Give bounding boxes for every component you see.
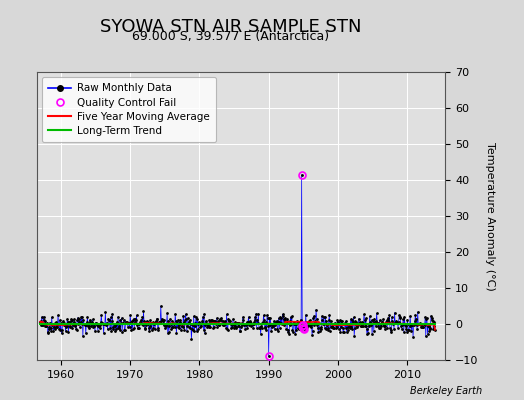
Text: SYOWA STN AIR SAMPLE STN: SYOWA STN AIR SAMPLE STN [100, 18, 362, 36]
Text: Berkeley Earth: Berkeley Earth [410, 386, 482, 396]
Text: 69.000 S, 39.577 E (Antarctica): 69.000 S, 39.577 E (Antarctica) [132, 30, 329, 43]
Legend: Raw Monthly Data, Quality Control Fail, Five Year Moving Average, Long-Term Tren: Raw Monthly Data, Quality Control Fail, … [42, 77, 216, 142]
Y-axis label: Temperature Anomaly (°C): Temperature Anomaly (°C) [485, 142, 495, 290]
